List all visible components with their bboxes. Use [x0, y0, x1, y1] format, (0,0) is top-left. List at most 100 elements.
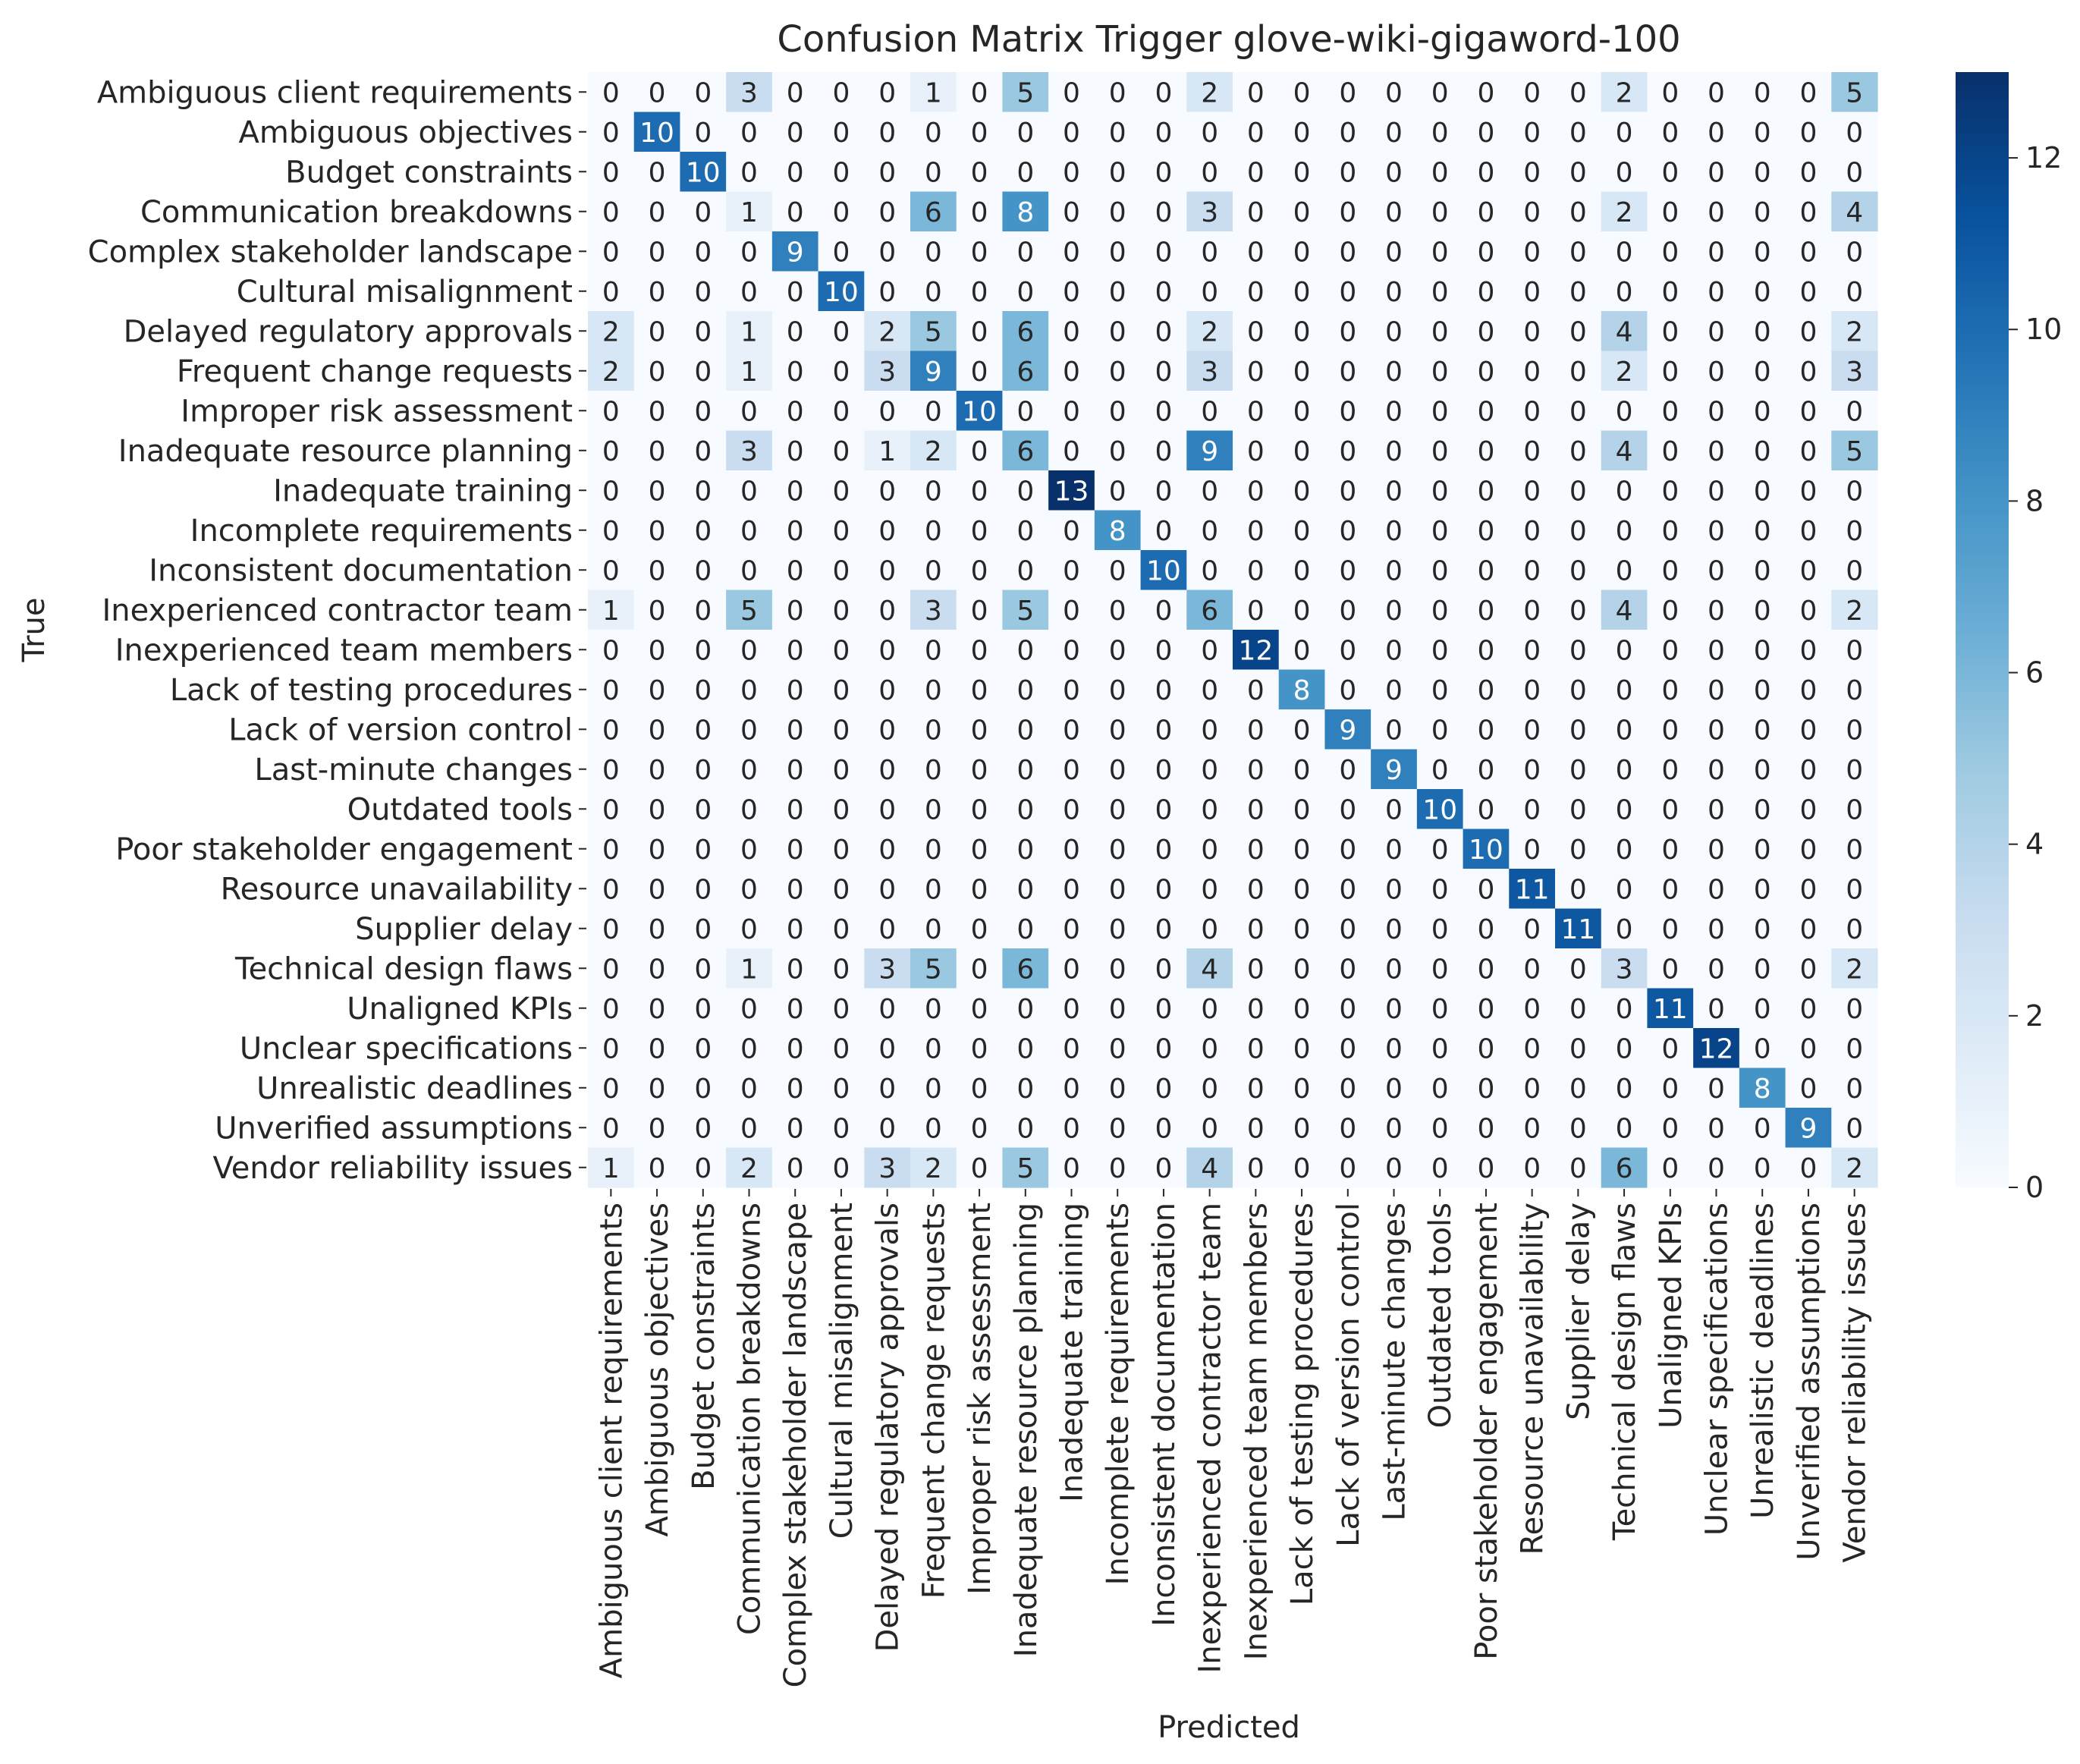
cell-value-label: 0	[1523, 516, 1541, 547]
cell-value-label: 0	[1799, 77, 1817, 108]
heatmap-cell	[1324, 351, 1371, 391]
heatmap-cell	[818, 869, 865, 910]
cell-value-label: 0	[1431, 118, 1449, 149]
cell-value-label: 0	[1201, 476, 1218, 507]
heatmap-cell	[910, 1068, 957, 1108]
heatmap-cell	[1371, 1028, 1418, 1069]
cell-value-label: 0	[1799, 396, 1817, 427]
cell-value-label: 0	[1063, 1033, 1080, 1064]
heatmap-cell	[588, 869, 635, 910]
heatmap-cell	[1094, 988, 1142, 1029]
cell-value-label: 0	[1616, 476, 1633, 507]
heatmap-cell	[1094, 72, 1142, 113]
y-tick-label: Ambiguous objectives	[239, 115, 573, 150]
cell-value-label: 0	[1708, 316, 1725, 347]
heatmap-cell	[726, 1068, 773, 1108]
cell-value-label: 10	[962, 396, 997, 427]
heatmap-cell	[1693, 908, 1740, 949]
cell-value-label: 9	[925, 357, 942, 388]
heatmap-cell	[771, 1028, 819, 1069]
cell-value-label: 0	[971, 914, 988, 945]
heatmap-cell	[1647, 470, 1694, 511]
cell-value-label: 0	[1616, 1113, 1633, 1144]
cell-value-label: 1	[602, 1153, 620, 1184]
cell-value-label: 0	[925, 555, 942, 586]
heatmap-cell	[1324, 829, 1371, 869]
cell-value-label: 0	[832, 755, 850, 786]
cell-value-label: 0	[649, 555, 666, 586]
heatmap-cell	[910, 749, 957, 790]
colorbar	[1956, 72, 2009, 1187]
cell-value-label: 0	[1201, 516, 1218, 547]
heatmap-cell	[771, 908, 819, 949]
cell-value-label: 0	[1661, 118, 1679, 149]
cell-value-label: 0	[602, 77, 620, 108]
cell-value-label: 0	[1431, 914, 1449, 945]
cell-value-label: 0	[602, 1074, 620, 1105]
cell-value-label: 2	[602, 316, 620, 347]
cell-value-label: 0	[1523, 357, 1541, 388]
cell-value-label: 0	[1799, 1153, 1817, 1184]
cell-value-label: 0	[602, 1033, 620, 1064]
cell-value-label: 0	[1201, 675, 1218, 706]
heatmap-cell	[1739, 630, 1786, 671]
cell-value-label: 0	[1109, 914, 1126, 945]
cell-value-label: 0	[787, 77, 804, 108]
cell-value-label: 0	[1477, 237, 1494, 268]
heatmap-cell	[1186, 510, 1233, 551]
cell-value-label: 0	[832, 675, 850, 706]
cell-value-label: 0	[1016, 396, 1034, 427]
heatmap-cell	[588, 1147, 635, 1188]
heatmap-cell	[910, 351, 957, 391]
heatmap-cell	[1785, 550, 1832, 591]
heatmap-cell	[1233, 630, 1280, 671]
heatmap-cell	[1693, 351, 1740, 391]
cell-value-label: 0	[1477, 197, 1494, 228]
cell-value-label: 0	[1754, 715, 1771, 746]
heatmap-cell	[1647, 1108, 1694, 1149]
heatmap-cell	[1693, 749, 1740, 790]
cell-value-label: 0	[694, 994, 712, 1025]
cell-value-label: 6	[925, 197, 942, 228]
cell-value-label: 0	[694, 954, 712, 985]
cell-value-label: 0	[1569, 755, 1587, 786]
heatmap-cell	[1647, 351, 1694, 391]
cell-value-label: 0	[1569, 77, 1587, 108]
cell-value-label: 0	[1201, 994, 1218, 1025]
cell-value-label: 0	[878, 635, 896, 666]
cell-value-label: 0	[1293, 237, 1311, 268]
cell-value-label: 0	[1385, 715, 1403, 746]
cell-value-label: 2	[1616, 197, 1633, 228]
cell-value-label: 0	[649, 396, 666, 427]
cell-value-label: 0	[1569, 237, 1587, 268]
cell-value-label: 0	[787, 954, 804, 985]
cell-value-label: 0	[925, 715, 942, 746]
cell-value-label: 0	[1708, 476, 1725, 507]
heatmap-cell	[1324, 430, 1371, 471]
cell-value-label: 0	[694, 1033, 712, 1064]
cell-value-label: 0	[1846, 874, 1863, 905]
cell-value-label: 5	[1846, 436, 1863, 467]
heatmap-cell	[956, 351, 1004, 391]
heatmap-cell	[910, 709, 957, 750]
cell-value-label: 0	[649, 635, 666, 666]
heatmap-cell	[1739, 311, 1786, 352]
cell-value-label: 0	[1016, 516, 1034, 547]
cell-value-label: 0	[1799, 954, 1817, 985]
heatmap-cell	[1647, 112, 1694, 153]
cell-value-label: 0	[1477, 755, 1494, 786]
cell-value-label: 0	[1569, 157, 1587, 188]
heatmap-cell	[1186, 391, 1233, 432]
heatmap-cell	[1002, 709, 1049, 750]
cell-value-label: 0	[1155, 316, 1172, 347]
heatmap-cell	[1140, 1028, 1187, 1069]
cell-value-label: 0	[602, 118, 620, 149]
heatmap-cell	[1601, 1147, 1648, 1188]
cell-value-label: 0	[1754, 835, 1771, 866]
cell-value-label: 0	[1109, 555, 1126, 586]
heatmap-cell	[633, 988, 681, 1029]
cell-value-label: 0	[740, 555, 758, 586]
cell-value-label: 0	[1754, 357, 1771, 388]
cell-value-label: 0	[1063, 1153, 1080, 1184]
cell-value-label: 0	[1523, 715, 1541, 746]
